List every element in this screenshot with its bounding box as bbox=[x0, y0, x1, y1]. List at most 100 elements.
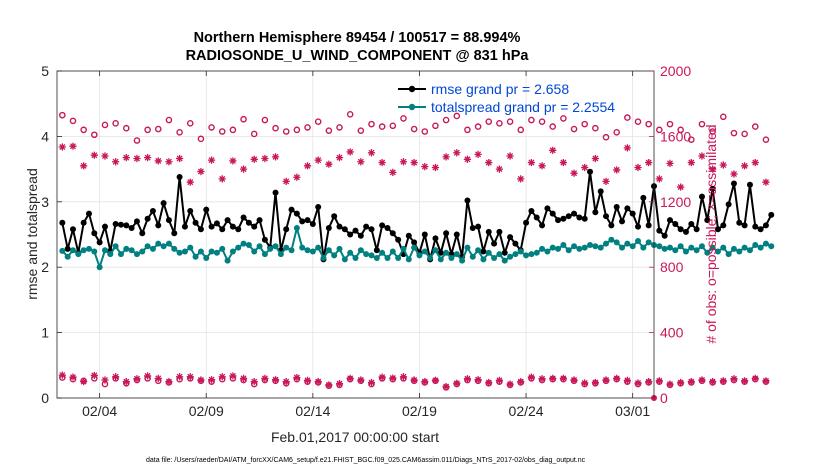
series-1-point-74 bbox=[453, 251, 460, 258]
series-0-point-81 bbox=[491, 240, 498, 247]
series-5-point-2 bbox=[80, 378, 88, 386]
series-1-point-27 bbox=[203, 255, 210, 262]
series-2-point-49 bbox=[581, 120, 589, 128]
series-1-point-71 bbox=[437, 256, 444, 263]
series-3-point-46 bbox=[549, 146, 557, 154]
series-0-point-118 bbox=[688, 221, 695, 228]
series-3-point-45 bbox=[538, 162, 546, 170]
series-0-point-4 bbox=[80, 219, 87, 226]
series-0-point-99 bbox=[587, 168, 594, 175]
series-1-point-76 bbox=[464, 244, 471, 251]
series-1-point-79 bbox=[480, 256, 487, 263]
series-3-point-51 bbox=[602, 177, 610, 185]
series-layer bbox=[58, 111, 775, 401]
series-2-point-10 bbox=[165, 116, 173, 124]
series-2-point-42 bbox=[506, 118, 514, 125]
series-5-point-57 bbox=[666, 380, 674, 388]
series-0-point-82 bbox=[496, 228, 503, 235]
series-3-point-29 bbox=[367, 149, 376, 157]
right-y-axis-ticks: 0 400 800 1200 1600 2000 bbox=[649, 63, 691, 406]
series-0-point-121 bbox=[704, 217, 711, 224]
series-1-point-48 bbox=[315, 244, 322, 251]
x-tick-label-1: 02/09 bbox=[189, 403, 224, 419]
series-1-point-85 bbox=[512, 251, 519, 258]
series-1-point-16 bbox=[144, 243, 151, 250]
series-0-point-129 bbox=[746, 181, 753, 188]
series-1-point-120 bbox=[698, 243, 705, 250]
series-5-point-30 bbox=[378, 373, 386, 381]
y-axis-label: rmse and totalspread bbox=[24, 168, 40, 300]
series-0-point-2 bbox=[69, 226, 76, 233]
legend: rmse grand pr = 2.658 totalspread grand … bbox=[398, 81, 615, 115]
series-1-point-25 bbox=[192, 253, 199, 260]
series-3-point-53 bbox=[623, 144, 631, 152]
series-0-point-128 bbox=[741, 222, 748, 229]
series-1-point-128 bbox=[741, 244, 748, 251]
series-1-point-55 bbox=[352, 255, 359, 262]
legend-spread-marker bbox=[408, 103, 416, 111]
series-1-point-123 bbox=[714, 248, 721, 255]
series-1-point-115 bbox=[672, 247, 679, 254]
series-1-point-33 bbox=[235, 244, 242, 251]
series-0-point-29 bbox=[213, 220, 220, 227]
series-2-point-41 bbox=[496, 120, 503, 127]
series-1-point-7 bbox=[96, 264, 103, 271]
series-2-point-46 bbox=[549, 123, 557, 130]
series-1-point-1 bbox=[64, 253, 71, 260]
series-3-point-12 bbox=[186, 178, 194, 186]
series-2-point-12 bbox=[186, 120, 194, 127]
series-1-point-67 bbox=[416, 252, 423, 259]
series-0-point-113 bbox=[661, 232, 668, 239]
series-0-point-10 bbox=[112, 221, 119, 228]
series-1-point-35 bbox=[245, 241, 252, 248]
series-5-point-39 bbox=[474, 376, 482, 384]
series-5-point-61 bbox=[709, 378, 717, 386]
series-1-point-57 bbox=[363, 251, 370, 258]
series-1-point-107 bbox=[629, 243, 636, 250]
series-0-point-83 bbox=[501, 249, 508, 256]
series-0-point-124 bbox=[720, 222, 727, 229]
series-0-point-50 bbox=[325, 224, 332, 231]
y-tick-label-1: 1 bbox=[41, 325, 49, 341]
series-3-point-59 bbox=[687, 158, 695, 167]
series-5-point-52 bbox=[613, 374, 621, 382]
series-3-point-1 bbox=[69, 142, 77, 150]
series-0-point-108 bbox=[635, 223, 642, 230]
series-3-point-3 bbox=[90, 151, 98, 159]
series-2-point-23 bbox=[304, 124, 311, 131]
series-1-point-102 bbox=[603, 240, 610, 247]
series-2-point-36 bbox=[442, 116, 450, 124]
series-1-point-18 bbox=[155, 240, 162, 247]
series-3-point-9 bbox=[154, 157, 162, 165]
footnote: data file: /Users/raeder/DAI/ATM_forcXX/… bbox=[146, 457, 586, 464]
series-0-point-51 bbox=[331, 213, 338, 220]
series-3-point-42 bbox=[506, 152, 514, 160]
series-3-point-23 bbox=[303, 162, 312, 170]
series-2-point-22 bbox=[293, 126, 301, 134]
series-0-point-19 bbox=[160, 200, 167, 207]
series-1-point-15 bbox=[139, 248, 146, 255]
series-3-point-18 bbox=[250, 155, 258, 163]
series-0-point-115 bbox=[672, 221, 679, 228]
right-y-tick-label-1: 400 bbox=[660, 325, 684, 341]
series-0-point-38 bbox=[261, 236, 268, 243]
series-3-point-38 bbox=[463, 155, 472, 163]
series-2-point-25 bbox=[325, 127, 333, 134]
series-1-point-125 bbox=[725, 251, 732, 258]
series-0-point-125 bbox=[725, 201, 732, 208]
series-0-point-101 bbox=[597, 188, 604, 195]
series-3-point-13 bbox=[197, 167, 205, 176]
series-0-point-104 bbox=[613, 204, 620, 211]
series-2-point-1 bbox=[69, 117, 77, 125]
series-1-point-65 bbox=[405, 256, 412, 263]
series-1-point-64 bbox=[400, 245, 407, 252]
series-0-point-85 bbox=[512, 240, 519, 247]
series-0-point-27 bbox=[203, 206, 210, 213]
series-5-point-31 bbox=[389, 374, 397, 382]
series-0-point-7 bbox=[96, 239, 103, 246]
series-5-point-20 bbox=[271, 376, 280, 384]
series-0-point-109 bbox=[640, 194, 647, 201]
x-tick-label-4: 02/24 bbox=[509, 403, 544, 419]
series-3-point-44 bbox=[527, 158, 536, 167]
series-0-point-110 bbox=[645, 222, 652, 229]
